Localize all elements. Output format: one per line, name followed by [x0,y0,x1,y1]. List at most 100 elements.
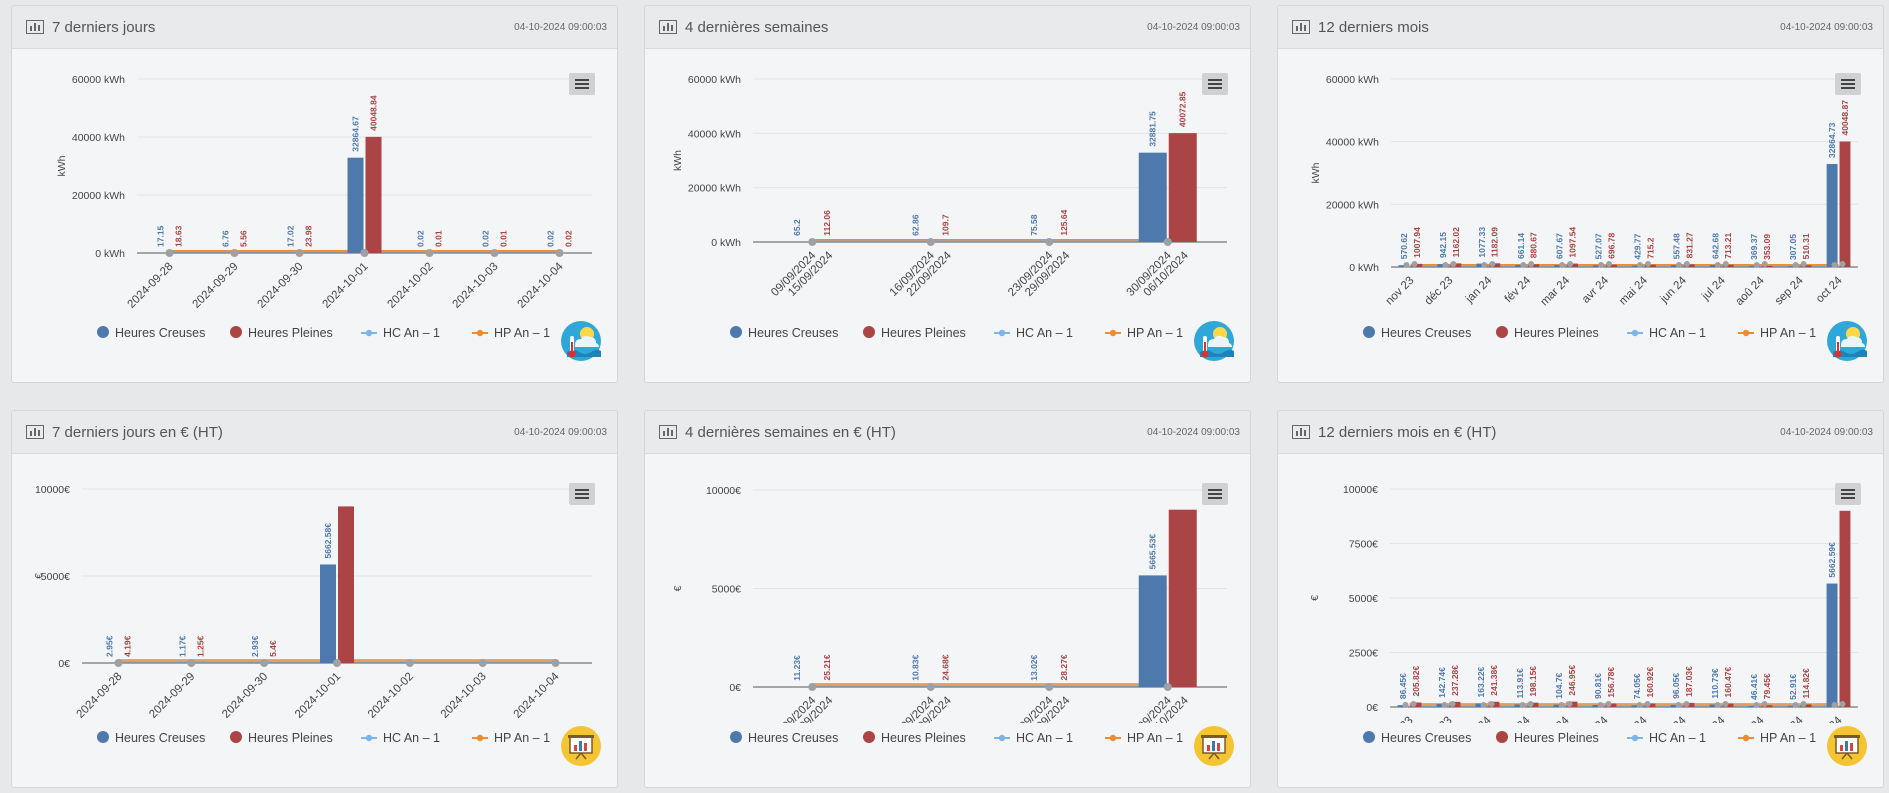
legend-item-hp-prev[interactable]: HP An – 1 [472,731,550,746]
legend-item-hp[interactable]: Heures Pleines [1496,326,1599,341]
legend-item-hp[interactable]: Heures Pleines [863,326,966,341]
bar-heures-pleines[interactable] [1644,264,1656,267]
legend-item-hc[interactable]: Heures Creuses [730,326,838,341]
data-point-marker[interactable] [1800,701,1807,707]
data-point-marker[interactable] [1636,262,1643,268]
data-point-marker[interactable] [1605,701,1612,707]
bar-heures-creuses[interactable] [1138,152,1167,242]
data-point-marker[interactable] [1839,261,1846,267]
bar-heures-pleines[interactable] [338,506,354,663]
bar-heures-creuses[interactable] [320,564,336,663]
data-point-marker[interactable] [187,659,196,667]
data-point-marker[interactable] [1597,702,1604,708]
data-point-marker[interactable] [551,659,560,667]
legend-item-hc-prev[interactable]: HC An – 1 [361,731,440,746]
legend-item-hp-prev[interactable]: HP An – 1 [1105,731,1183,746]
data-point-marker[interactable] [1566,701,1573,707]
data-point-marker[interactable] [1675,262,1682,268]
legend-item-hp[interactable]: Heures Pleines [1496,731,1599,746]
bar-heures-pleines[interactable] [1168,509,1197,687]
legend-item-hp[interactable]: Heures Pleines [230,326,333,341]
data-point-marker[interactable] [1839,701,1846,707]
data-point-marker[interactable] [1489,261,1496,267]
data-point-marker[interactable] [1722,261,1729,267]
legend-item-hc-prev[interactable]: HC An – 1 [994,326,1073,341]
data-point-marker[interactable] [1644,261,1651,267]
data-point-marker[interactable] [1520,262,1527,268]
data-point-marker[interactable] [1800,261,1807,267]
bar-heures-pleines[interactable] [1722,264,1734,267]
data-point-marker[interactable] [1753,702,1760,708]
legend-item-hc-prev[interactable]: HC An – 1 [1627,731,1706,746]
data-point-marker[interactable] [1831,702,1838,708]
data-point-marker[interactable] [1449,701,1456,707]
data-point-marker[interactable] [260,659,269,667]
data-point-marker[interactable] [1410,701,1417,707]
data-point-marker[interactable] [1683,261,1690,267]
data-point-marker[interactable] [1441,702,1448,708]
data-point-marker[interactable] [1792,262,1799,268]
bar-heures-creuses[interactable] [347,157,364,253]
bar-heures-creuses[interactable] [1138,575,1167,687]
bar-heures-pleines[interactable] [1800,265,1812,267]
data-point-marker[interactable] [1481,262,1488,268]
data-point-marker[interactable] [1792,702,1799,708]
legend-item-hp[interactable]: Heures Pleines [230,731,333,746]
data-point-marker[interactable] [1045,238,1054,246]
legend-item-hp-prev[interactable]: HP An – 1 [1738,326,1816,341]
data-point-marker[interactable] [1761,261,1768,267]
presentation-icon[interactable] [1194,726,1234,766]
data-point-marker[interactable] [555,249,564,257]
chart-menu-button[interactable] [1835,483,1861,505]
data-point-marker[interactable] [165,249,174,257]
chart-menu-button[interactable] [1835,73,1861,95]
data-point-marker[interactable] [1714,702,1721,708]
legend-item-hc-prev[interactable]: HC An – 1 [1627,326,1706,341]
data-point-marker[interactable] [405,659,414,667]
data-point-marker[interactable] [1675,702,1682,708]
chart-menu-button[interactable] [569,73,595,95]
data-point-marker[interactable] [1528,261,1535,267]
data-point-marker[interactable] [926,238,935,246]
legend-item-hc-prev[interactable]: HC An – 1 [994,731,1073,746]
legend-item-hc[interactable]: Heures Creuses [97,326,205,341]
legend-item-hc[interactable]: Heures Creuses [730,731,838,746]
data-point-marker[interactable] [295,249,304,257]
data-point-marker[interactable] [114,659,123,667]
data-point-marker[interactable] [1480,702,1487,708]
data-point-marker[interactable] [1527,701,1534,707]
bar-heures-pleines[interactable] [1839,141,1851,267]
data-point-marker[interactable] [490,249,499,257]
data-point-marker[interactable] [1644,701,1651,707]
data-point-marker[interactable] [1163,683,1172,691]
data-point-marker[interactable] [1831,262,1838,268]
data-point-marker[interactable] [1402,702,1409,708]
legend-item-hp-prev[interactable]: HP An – 1 [1105,326,1183,341]
data-point-marker[interactable] [1519,702,1526,708]
data-point-marker[interactable] [1683,701,1690,707]
bar-heures-pleines[interactable] [1761,265,1773,267]
data-point-marker[interactable] [425,249,434,257]
legend-item-hc[interactable]: Heures Creuses [97,731,205,746]
data-point-marker[interactable] [1403,262,1410,268]
weather-icon[interactable] [1194,321,1234,361]
presentation-icon[interactable] [561,726,601,766]
data-point-marker[interactable] [1450,261,1457,267]
data-point-marker[interactable] [333,659,341,667]
legend-item-hp-prev[interactable]: HP An – 1 [472,326,550,341]
legend-item-hp[interactable]: Heures Pleines [863,731,966,746]
bar-heures-pleines[interactable] [1800,704,1812,707]
chart-menu-button[interactable] [1202,483,1228,505]
data-point-marker[interactable] [478,659,487,667]
data-point-marker[interactable] [1442,262,1449,268]
legend-item-hp-prev[interactable]: HP An – 1 [1738,731,1816,746]
data-point-marker[interactable] [360,249,369,257]
legend-item-hc[interactable]: Heures Creuses [1363,326,1471,341]
data-point-marker[interactable] [808,238,817,246]
bar-heures-creuses[interactable] [1826,164,1838,267]
data-point-marker[interactable] [1488,701,1495,707]
data-point-marker[interactable] [926,683,935,691]
weather-icon[interactable] [561,321,601,361]
data-point-marker[interactable] [1559,262,1566,268]
data-point-marker[interactable] [1753,262,1760,268]
